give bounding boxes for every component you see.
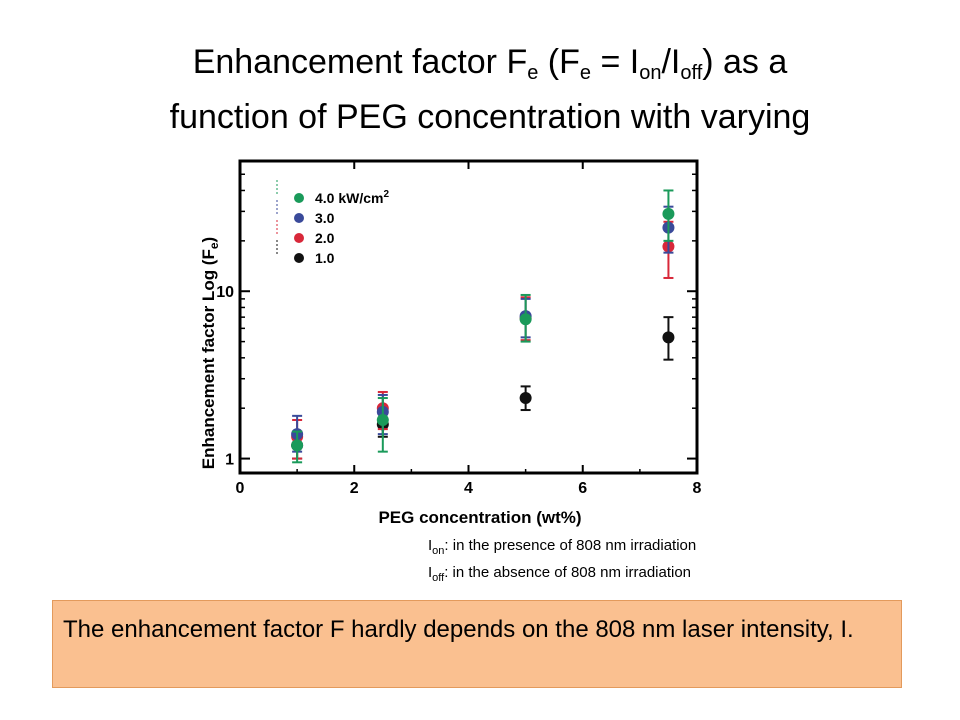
y-tick-label: 1 xyxy=(225,452,234,469)
irradiation-on-note: Ion: in the presence of 808 nm irradiati… xyxy=(428,537,697,557)
slide-title-line2: function of PEG concentration with varyi… xyxy=(169,98,811,136)
enhancement-factor-chart: 0 2 4 6 8 1 10 4.0 kW/cm2 3.0 2.0 1.0 PEG concent… xyxy=(199,159,702,527)
x-tick-label: 6 xyxy=(578,480,587,497)
legend-label: 1.0 xyxy=(315,250,335,266)
legend-label: 3.0 xyxy=(315,210,335,226)
chart-marks xyxy=(291,189,675,464)
data-point xyxy=(519,313,532,326)
legend-marker xyxy=(294,193,304,203)
data-point xyxy=(662,331,675,344)
x-tick-label: 2 xyxy=(350,480,359,497)
x-tick-label: 8 xyxy=(693,480,702,497)
legend-marker xyxy=(294,253,304,263)
conclusion-box: The enhancement factor F hardly depends … xyxy=(52,600,902,688)
chart-axes: 0 2 4 6 8 1 10 xyxy=(216,159,702,497)
data-point xyxy=(376,414,389,427)
legend-marker xyxy=(294,233,304,243)
legend-marker xyxy=(294,213,304,223)
y-axis-label: Enhancement factor Log (Fe) xyxy=(199,237,221,469)
x-axis-label: PEG concentration (wt%) xyxy=(378,508,581,527)
slide-title-line1: Enhancement factor Fe (Fe = Ion/Ioff) as… xyxy=(192,43,788,84)
data-point xyxy=(291,439,304,452)
irradiation-off-note: Ioff: in the absence of 808 nm irradiati… xyxy=(428,564,692,584)
plot-frame xyxy=(238,159,699,475)
chart-legend: 4.0 kW/cm2 3.0 2.0 1.0 xyxy=(276,180,389,266)
chart-panel: 0 2 4 6 8 1 10 4.0 kW/cm2 3.0 2.0 1.0 PEG concent… xyxy=(182,155,702,530)
y-tick-label: 10 xyxy=(216,284,234,301)
data-point xyxy=(519,392,532,405)
slide-title: Enhancement factor Fe (Fe = Ion/Ioff) as… xyxy=(60,40,920,139)
x-tick-label: 4 xyxy=(464,480,473,497)
irradiation-notes: Ion: in the presence of 808 nm irradiati… xyxy=(428,535,696,589)
data-point xyxy=(662,207,675,220)
legend-label: 2.0 xyxy=(315,230,335,246)
x-tick-label: 0 xyxy=(236,480,245,497)
conclusion-text: The enhancement factor F hardly depends … xyxy=(63,616,854,643)
legend-label: 4.0 kW/cm2 xyxy=(315,189,389,206)
